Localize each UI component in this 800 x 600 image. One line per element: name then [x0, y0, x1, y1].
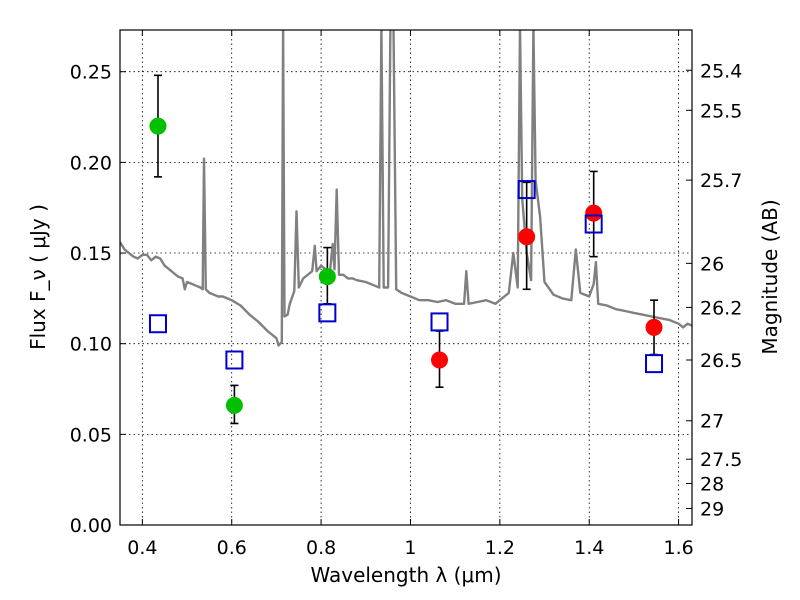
marker-layer [148, 117, 664, 414]
y-tick-label: 0.00 [70, 515, 112, 537]
y-tick-label: 0.05 [70, 424, 112, 446]
x-tick-label: 1.2 [485, 537, 515, 559]
ticks: 0.4 0.6 0.8 1 1.2 1.4 1.6 0.00 0.05 0.10 0.15 0.20 0… [70, 30, 742, 559]
right-tick-label: 25.4 [700, 60, 742, 82]
data-point [149, 117, 167, 135]
model-photometry-point [517, 180, 536, 200]
y-axis-right-title: Magnitude (AB) [758, 199, 782, 354]
x-tick-label: 0.4 [127, 537, 157, 559]
x-tick-label: 1 [404, 537, 416, 559]
right-tick-label: 28 [700, 473, 724, 495]
data-point [431, 351, 449, 369]
model-photometry-point [584, 214, 603, 234]
right-tick-label: 27.5 [700, 449, 742, 471]
y-tick-label: 0.15 [70, 243, 112, 265]
plot-frame [119, 29, 693, 526]
data-point [225, 396, 243, 414]
model-photometry-point [318, 303, 337, 323]
model-spectrum-line [120, 30, 692, 347]
x-tick-label: 1.6 [663, 537, 693, 559]
data-point [318, 268, 336, 286]
data-point [518, 228, 536, 246]
model-photometry-point [430, 312, 449, 332]
data-point [645, 318, 663, 336]
y-axis-title: Flux F_ν ( μJy ) [26, 204, 50, 350]
right-tick-label: 26.5 [700, 350, 742, 372]
model-photometry-point [645, 354, 664, 374]
y-tick-label: 0.25 [70, 62, 112, 84]
y-tick-label: 0.20 [70, 152, 112, 174]
x-tick-label: 0.8 [306, 537, 336, 559]
model-photometry-point [148, 314, 167, 334]
right-tick-label: 26.2 [700, 297, 742, 319]
data-point [585, 204, 603, 222]
x-tick-label: 0.6 [217, 537, 247, 559]
right-tick-label: 27 [700, 411, 724, 433]
model-spectrum-layer [120, 30, 692, 347]
y-tick-label: 0.10 [70, 334, 112, 356]
right-tick-label: 26 [700, 253, 724, 275]
right-tick-label: 25.7 [700, 170, 742, 192]
model-photometry-point [225, 350, 244, 370]
x-axis-title: Wavelength λ (μm) [310, 563, 501, 587]
right-tick-label: 25.5 [700, 100, 742, 122]
x-tick-label: 1.4 [574, 537, 604, 559]
right-tick-label: 29 [700, 499, 724, 521]
